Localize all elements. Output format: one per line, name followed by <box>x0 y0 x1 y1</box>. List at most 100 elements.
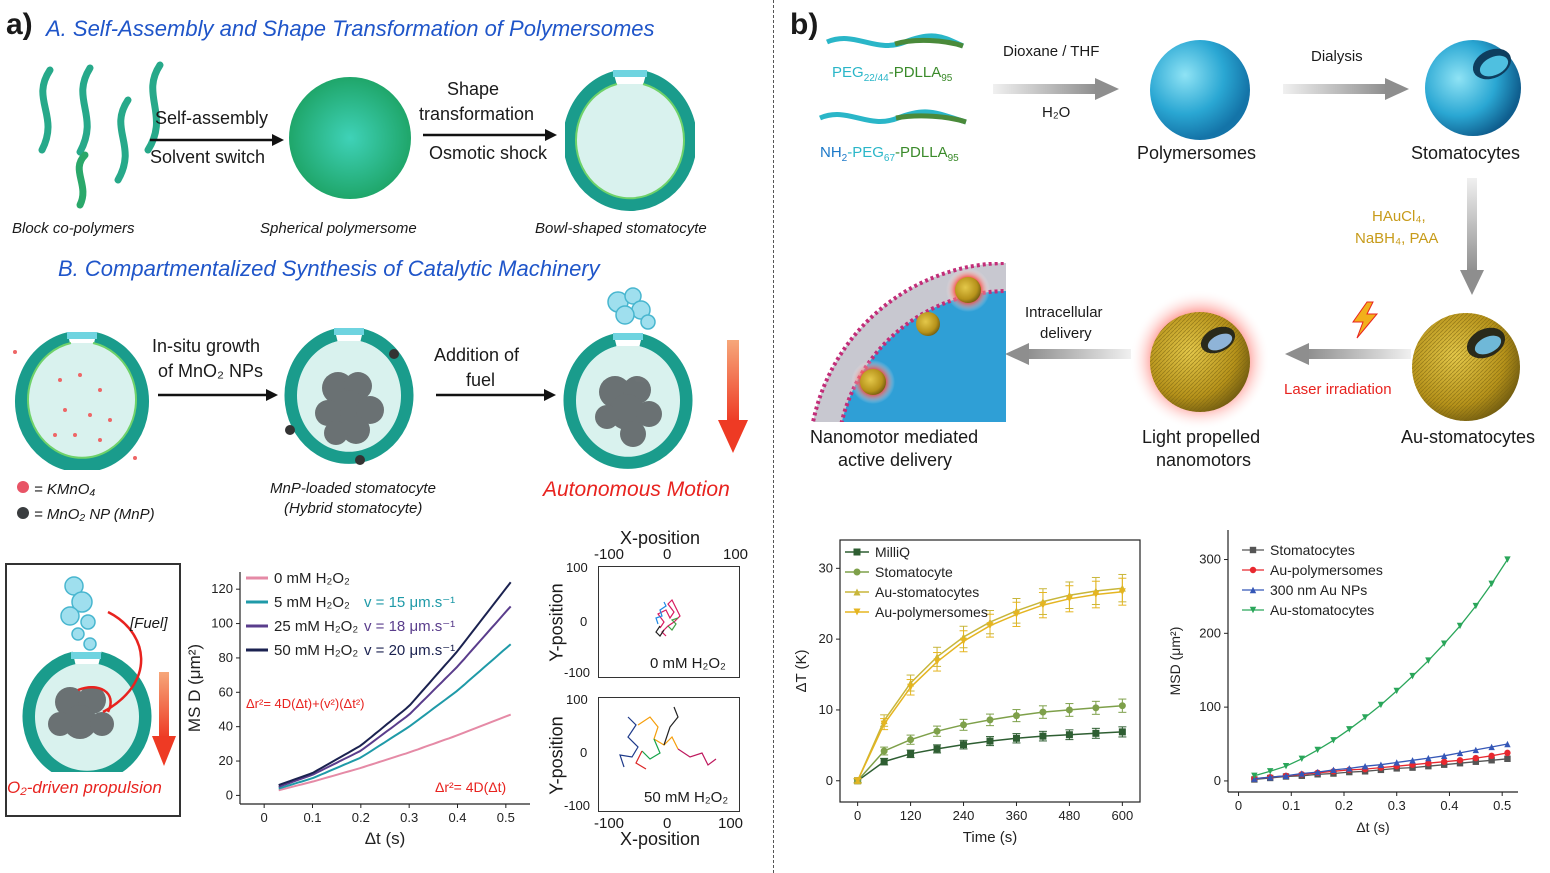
fuel-label: [Fuel] <box>130 615 168 632</box>
data-point-1 <box>960 721 968 729</box>
data-point-0 <box>1118 728 1126 736</box>
lightning-icon <box>1352 301 1379 339</box>
polymer-strand-2 <box>819 109 967 125</box>
data-point-0 <box>880 758 888 766</box>
caption-bowl: Bowl-shaped stomatocyte <box>535 220 707 237</box>
data-point-2 <box>1456 749 1464 757</box>
panel-divider <box>773 0 774 873</box>
data-point-1 <box>907 736 915 744</box>
legend-label-3: Au-stomatocytes <box>1270 602 1374 618</box>
gray-arrow-left-1-icon <box>1285 343 1411 365</box>
legend-velocity-1: v = 15 μm.s⁻¹ <box>364 594 455 611</box>
polymersome-sphere <box>1150 40 1250 140</box>
data-point-3 <box>1472 602 1480 610</box>
track-plot-top <box>598 566 740 678</box>
y-tick-label: 30 <box>819 560 833 575</box>
y-tick-label: 80 <box>219 650 233 665</box>
arrow-3-icon <box>158 389 278 401</box>
track-bottom-label: 50 mM H₂O₂ <box>644 789 729 806</box>
data-point-3 <box>907 683 915 691</box>
data-point-1 <box>880 747 888 755</box>
track-trajectory-top <box>655 598 681 637</box>
poly2-sub3: 95 <box>947 153 959 164</box>
down-arrow-red-icon <box>718 340 748 453</box>
data-point-1 <box>1012 712 1020 720</box>
poly2-mid: -PEG <box>847 144 884 161</box>
data-point-1 <box>1065 706 1073 714</box>
series-line-2 <box>1254 743 1508 780</box>
legend-marker-2 <box>853 588 861 596</box>
y-tick-label: 10 <box>819 702 833 717</box>
data-point-2 <box>1298 770 1306 777</box>
legend-marker-3 <box>853 608 861 616</box>
legend-marker-2 <box>1249 586 1257 594</box>
y-tick-label: 300 <box>1199 552 1221 567</box>
data-point-0 <box>1504 755 1511 762</box>
y-tick-label: 60 <box>219 684 233 699</box>
track-bottom-tick-x0: -100 <box>594 815 625 832</box>
data-point-0 <box>933 745 941 753</box>
propulsion-stomatocyte <box>22 576 152 772</box>
step1-line1: Self-assembly <box>155 108 269 128</box>
annotation-1: Δr²= 4D(Δt)+(v²)(Δt²) <box>246 696 364 711</box>
nanomotor-line2: active delivery <box>838 450 953 470</box>
legend-velocity-3: v = 20 μm.s⁻¹ <box>364 642 455 659</box>
poly2-sub2: 67 <box>883 153 896 164</box>
data-point-3 <box>960 637 968 645</box>
poly2-suffix: -PDLLA <box>895 144 948 161</box>
gray-arrow-left-2-icon <box>1005 343 1131 365</box>
motion-stomatocyte <box>563 287 693 469</box>
y-tick-label: 40 <box>219 719 233 734</box>
section-a-title: A. Self-Assembly and Shape Transformatio… <box>46 16 655 41</box>
data-point-2 <box>1488 743 1495 751</box>
data-point-3 <box>1456 622 1464 630</box>
step1-line2: Solvent switch <box>150 147 266 167</box>
legend-mnp: = MnO₂ NP (MnP) <box>34 506 155 523</box>
poly1-sub: 22/44 <box>863 73 889 84</box>
data-point-1 <box>933 727 941 735</box>
x-axis-label: Δt (s) <box>365 829 406 848</box>
step2-line3: Osmotic shock <box>429 143 548 163</box>
data-point-3 <box>1092 591 1100 599</box>
step2-line1: Shape <box>447 79 500 99</box>
data-point-2 <box>1330 766 1337 774</box>
legend-label-2: 25 mM H₂O₂ <box>274 618 358 635</box>
msd-chart-a: 0 0.1 0.2 0.3 0.4 0.5 0 20 40 60 80 100 120 Δt (s) MS … <box>185 570 530 848</box>
au-stomatocytes-label: Au-stomatocytes <box>1401 427 1536 447</box>
mnp-stomatocyte <box>284 328 414 465</box>
light-line2: nanomotors <box>1156 450 1252 470</box>
poly2-prefix: NH <box>820 144 842 161</box>
legend-label-1: 5 mM H₂O₂ <box>274 594 350 611</box>
data-point-3 <box>1118 588 1126 596</box>
data-point-1 <box>1456 757 1464 764</box>
data-point-0 <box>1488 757 1495 764</box>
x-tick-label: 0.2 <box>352 810 370 825</box>
data-point-1 <box>1092 704 1100 712</box>
legend-label-3: 50 mM H₂O₂ <box>274 642 358 659</box>
x-tick-label: 240 <box>953 808 975 823</box>
caption-spherical: Spherical polymersome <box>260 220 417 237</box>
y-tick-label: 120 <box>211 581 233 596</box>
light-line1: Light propelled <box>1142 427 1261 447</box>
legend-kmno4: = KMnO₄ <box>34 481 96 498</box>
data-point-2 <box>1409 757 1416 764</box>
poly1-sub2: 95 <box>941 73 953 84</box>
data-point-3 <box>1425 657 1432 664</box>
legend-marker-1 <box>1249 566 1257 574</box>
data-point-3 <box>1409 672 1416 680</box>
intracellular-line2: delivery <box>1040 325 1092 342</box>
stomatocyte-kmno4 <box>13 332 149 470</box>
legend-marker-0 <box>853 548 861 556</box>
autonomous-motion: Autonomous Motion <box>543 478 730 501</box>
data-point-1 <box>1440 758 1448 765</box>
track-top-tick-y1: 0 <box>580 614 588 629</box>
track-bottom-tick-x2: 100 <box>718 815 744 832</box>
data-point-3 <box>1346 726 1353 733</box>
caption-copolymers: Block co-polymers <box>12 220 135 237</box>
legend-label-2: 300 nm Au NPs <box>1270 582 1367 598</box>
x-tick-label: 0 <box>1235 798 1242 813</box>
nanomotor-line1: Nanomotor mediated <box>810 427 979 447</box>
y-tick-label: 20 <box>819 631 833 646</box>
au-stomatocyte-sphere <box>1412 313 1520 421</box>
x-tick-label: 0.5 <box>1493 798 1511 813</box>
